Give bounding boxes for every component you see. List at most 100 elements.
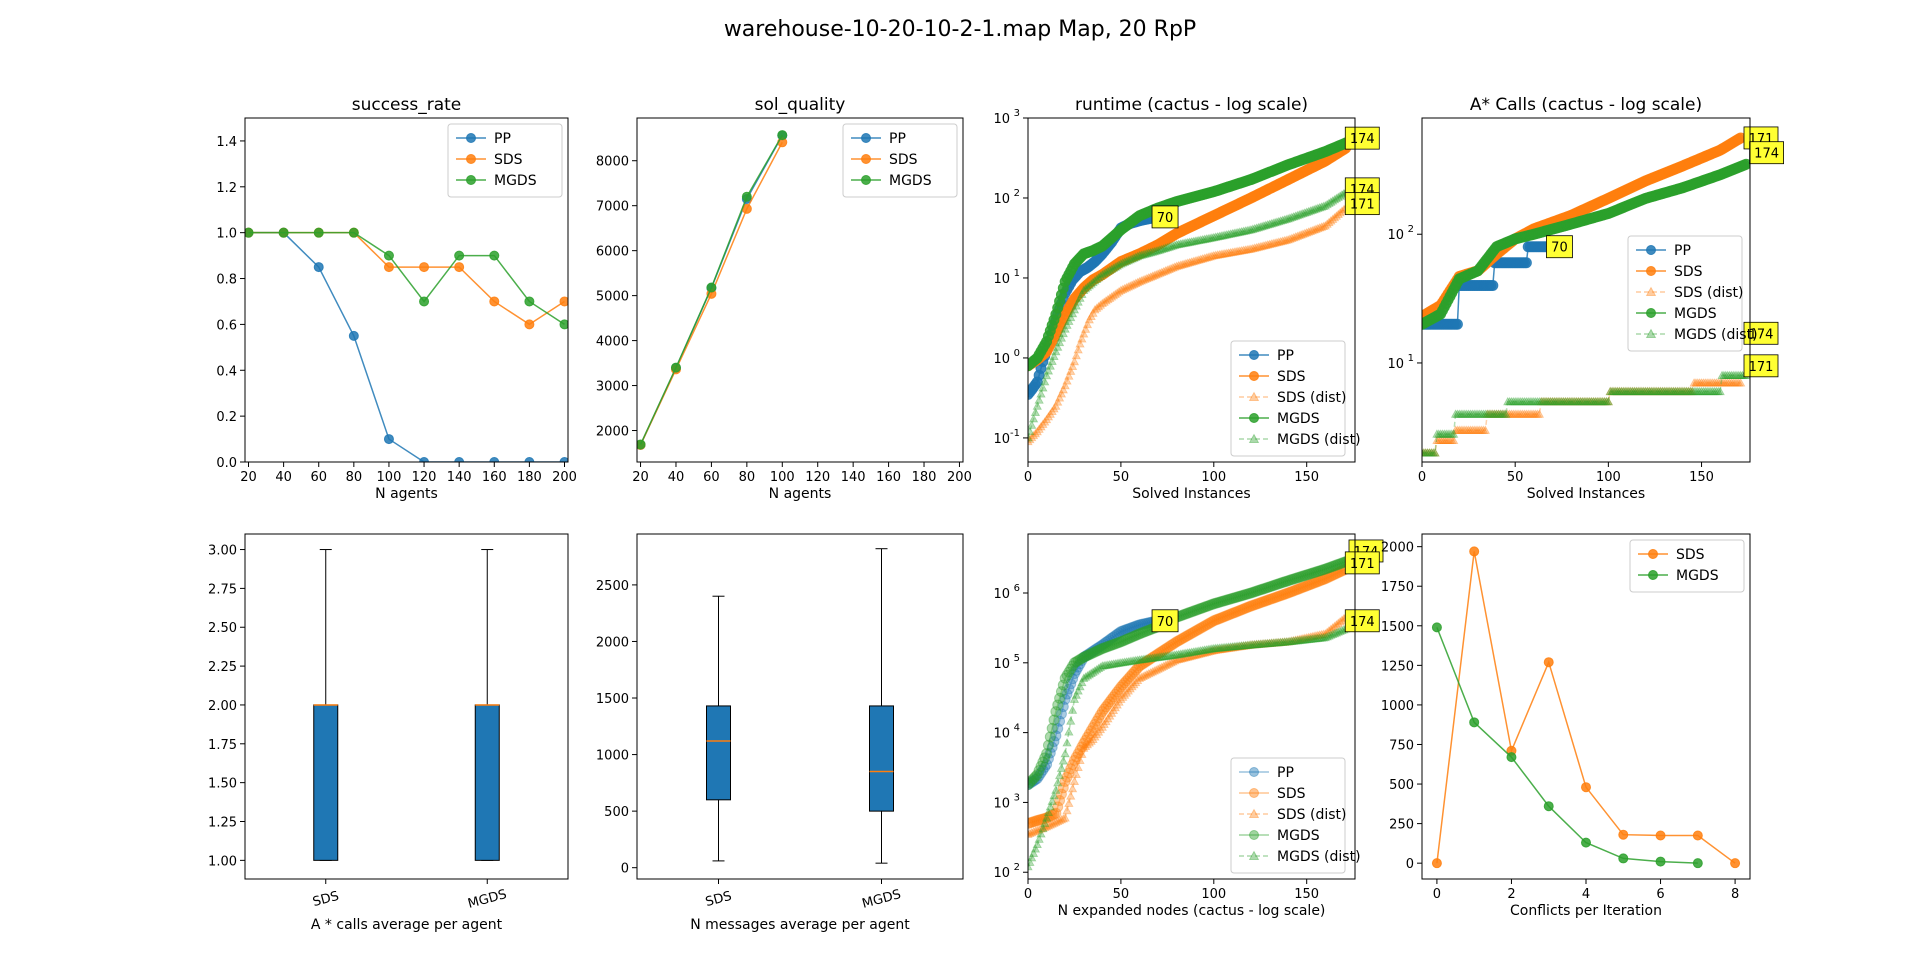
data-point (1045, 409, 1055, 418)
data-point (1618, 829, 1629, 840)
data-point (1637, 386, 1647, 396)
annotation-label: 174 (1344, 126, 1380, 150)
annotation-box (1344, 192, 1380, 216)
data-point (1092, 729, 1102, 739)
data-point (1099, 660, 1109, 670)
data-point (1309, 204, 1319, 214)
data-point (1127, 681, 1137, 691)
data-point (1081, 649, 1093, 661)
data-point (1300, 228, 1310, 238)
data-point (1045, 361, 1055, 370)
data-point (1144, 653, 1154, 663)
data-point (1310, 576, 1322, 588)
data-point (1080, 734, 1092, 746)
data-point (1149, 666, 1160, 675)
data-point (1146, 652, 1158, 664)
data-point (1311, 204, 1321, 213)
y-tick-label: 3.00 (208, 544, 237, 559)
data-point (1655, 856, 1666, 867)
data-point (1329, 628, 1340, 638)
data-point (1295, 571, 1307, 583)
series-sds (1431, 546, 1741, 869)
data-point (1529, 409, 1539, 418)
data-point (1599, 396, 1610, 406)
y-tick-label: 0 (1406, 857, 1414, 872)
x-tick-label: SDS (311, 889, 340, 910)
data-point (1689, 378, 1699, 387)
data-point (1740, 158, 1750, 170)
annotation-label: 174 (1743, 321, 1779, 345)
data-point (1222, 642, 1232, 651)
data-point (1186, 606, 1197, 618)
data-point (1043, 366, 1054, 375)
data-point (1585, 396, 1595, 406)
data-point (1049, 818, 1059, 827)
data-point (1543, 801, 1554, 812)
legend-box (1230, 340, 1346, 457)
data-point (1112, 288, 1122, 297)
data-point (1476, 425, 1487, 434)
data-point (524, 319, 535, 330)
data-point (1149, 270, 1160, 280)
data-point (1123, 686, 1134, 695)
data-point (1238, 245, 1249, 254)
data-point (1116, 259, 1126, 268)
data-point (1728, 378, 1738, 387)
data-point (1618, 386, 1628, 396)
data-point (1180, 631, 1192, 643)
data-point (1201, 252, 1212, 262)
data-point (1253, 639, 1264, 648)
data-point (1272, 637, 1282, 647)
data-point (1581, 837, 1591, 848)
data-point (1158, 661, 1169, 670)
data-point (1322, 199, 1332, 209)
data-point (1585, 396, 1595, 406)
data-point (1652, 386, 1662, 396)
data-point (1080, 324, 1091, 333)
panel-4: A* Calls (cactus - log scale)Solved Inst… (1387, 95, 1784, 502)
x-tick-label: 0 (1433, 887, 1441, 902)
data-point (1147, 667, 1158, 676)
data-point (1269, 579, 1281, 591)
legend-item: PP (851, 131, 906, 147)
data-point (1133, 619, 1145, 631)
data-point (1078, 737, 1090, 749)
data-point (1210, 597, 1222, 609)
data-point (1463, 409, 1474, 418)
legend-marker (466, 154, 476, 164)
data-point (1093, 641, 1105, 653)
x-axis-label: N agents (769, 486, 832, 502)
data-point (1107, 631, 1119, 643)
data-point (1674, 386, 1684, 396)
data-point (1209, 643, 1219, 653)
data-point (1041, 414, 1052, 424)
data-point (348, 330, 359, 341)
data-point (1706, 386, 1716, 396)
data-point (1208, 598, 1220, 610)
data-point (1290, 572, 1302, 584)
data-point (1080, 672, 1091, 681)
data-point (1540, 396, 1550, 406)
data-point (1095, 300, 1106, 309)
data-point (1110, 658, 1120, 668)
data-point (1439, 429, 1450, 438)
data-point (1458, 425, 1468, 434)
data-point (1028, 817, 1036, 829)
data-point (1685, 386, 1696, 396)
data-point (777, 130, 788, 141)
legend-item: SDS (1636, 264, 1703, 280)
data-point (1081, 650, 1093, 662)
data-point (1160, 266, 1171, 275)
data-point (1287, 636, 1297, 645)
data-point (1253, 639, 1264, 648)
data-point (1249, 639, 1260, 649)
data-point (1157, 662, 1167, 671)
data-point (1315, 223, 1325, 232)
data-point (1298, 635, 1308, 644)
legend-marker (1646, 245, 1656, 255)
data-point (1581, 396, 1591, 406)
data-point (1140, 274, 1150, 283)
data-point (1104, 634, 1116, 646)
